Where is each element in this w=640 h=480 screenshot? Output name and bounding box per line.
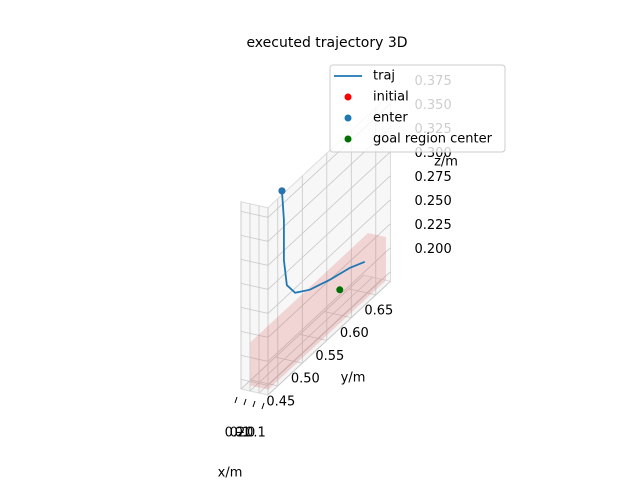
x-tick-label: 0.1 bbox=[230, 426, 251, 441]
z-tick-label: 0.200 bbox=[415, 242, 452, 257]
y-tick-label: 0.45 bbox=[266, 394, 295, 409]
grid-line bbox=[240, 259, 269, 266]
z-tick-label: 0.275 bbox=[415, 170, 452, 185]
legend-box bbox=[329, 64, 506, 153]
goal-region-face bbox=[250, 233, 368, 386]
grid-line bbox=[249, 276, 373, 392]
grid-line bbox=[258, 278, 382, 394]
grid-line bbox=[267, 280, 391, 396]
legend-label: enter bbox=[373, 111, 408, 126]
y-tick-label: 0.50 bbox=[291, 372, 320, 387]
y-tick-label: 0.65 bbox=[364, 303, 393, 318]
grid-line bbox=[240, 235, 269, 242]
grid-line bbox=[275, 356, 303, 364]
x-tick bbox=[252, 400, 256, 408]
legend-swatch bbox=[344, 114, 352, 122]
grid-line bbox=[324, 311, 352, 319]
x-tick bbox=[243, 398, 247, 406]
grid-line bbox=[240, 211, 269, 218]
y-axis-label: y/m bbox=[341, 371, 366, 386]
x-tick-label: 0.2 bbox=[225, 426, 246, 441]
y-tick-label: 0.60 bbox=[340, 326, 369, 341]
point bbox=[336, 286, 344, 294]
grid-line bbox=[240, 307, 269, 314]
x-axis-label: x/m bbox=[218, 466, 243, 480]
trajectory-line bbox=[281, 190, 366, 294]
goal-region-face bbox=[250, 276, 386, 390]
grid-line bbox=[240, 379, 269, 386]
z-tick-label: 0.250 bbox=[415, 194, 452, 209]
point bbox=[278, 187, 286, 195]
goal-region-face bbox=[268, 237, 386, 390]
chart-title: executed trajectory 3D bbox=[246, 35, 407, 51]
grid-line bbox=[267, 199, 391, 314]
grid-line bbox=[267, 175, 391, 290]
goal-region-face bbox=[250, 233, 386, 347]
grid-line bbox=[299, 334, 327, 341]
x-tick bbox=[234, 396, 238, 404]
grid-line bbox=[240, 355, 269, 362]
x-tick-label: 0.0 bbox=[235, 426, 256, 441]
y-tick-label: 0.55 bbox=[315, 349, 344, 364]
goal-region-face bbox=[250, 342, 269, 390]
legend-swatch bbox=[344, 93, 352, 101]
grid-line bbox=[267, 271, 391, 386]
z-tick-label: 0.225 bbox=[415, 218, 452, 233]
grid-line bbox=[250, 379, 278, 387]
legend-label: goal region center bbox=[373, 132, 493, 147]
grid-line bbox=[267, 151, 391, 266]
grid-line bbox=[240, 283, 269, 290]
legend-label: initial bbox=[373, 90, 409, 105]
goal-region-face bbox=[368, 233, 386, 281]
x-tick-label: −0.1 bbox=[234, 426, 266, 441]
grid-line bbox=[240, 274, 364, 390]
grid-line bbox=[348, 288, 376, 296]
x-tick bbox=[261, 402, 265, 410]
grid-line bbox=[240, 331, 269, 338]
grid-line bbox=[267, 247, 391, 362]
legend-swatch bbox=[344, 135, 352, 143]
legend-label: traj bbox=[373, 69, 395, 84]
z-axis-label: z/m bbox=[434, 155, 458, 170]
